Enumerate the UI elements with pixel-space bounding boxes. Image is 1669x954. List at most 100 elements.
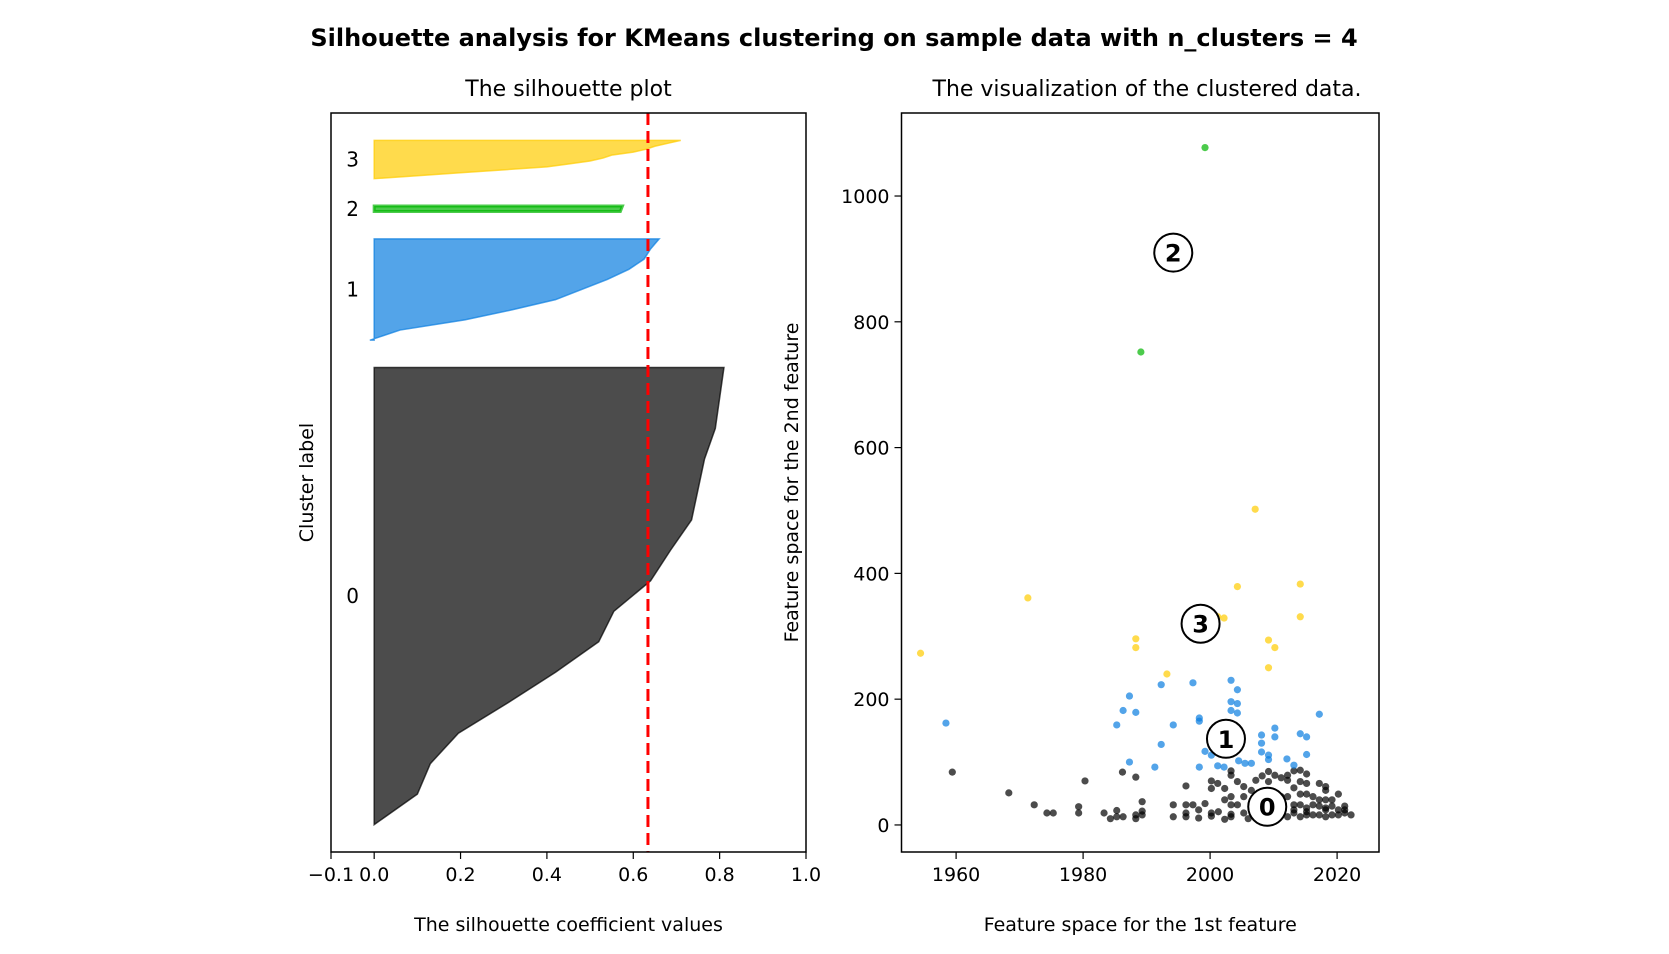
data-point-cluster-0	[1132, 773, 1140, 781]
data-point-cluster-0	[1195, 806, 1203, 814]
data-point-cluster-3	[1251, 505, 1259, 513]
data-point-cluster-0	[1221, 784, 1229, 793]
x-tick-label: 2000	[1186, 864, 1234, 886]
data-point-cluster-0	[1113, 813, 1121, 821]
cluster-label-3: 3	[346, 148, 359, 172]
data-point-cluster-0	[1233, 801, 1242, 809]
data-point-cluster-1	[1233, 709, 1242, 717]
data-point-cluster-0	[1303, 808, 1311, 816]
data-point-cluster-1	[1233, 686, 1242, 694]
data-point-cluster-2	[1137, 348, 1145, 356]
data-point-cluster-1	[1235, 757, 1243, 765]
x-tick-label: 2020	[1313, 864, 1361, 886]
data-point-cluster-0	[1169, 813, 1177, 821]
data-point-cluster-1	[1227, 676, 1235, 684]
data-point-cluster-0	[1334, 806, 1342, 814]
data-point-cluster-1	[1257, 739, 1266, 747]
data-point-cluster-1	[1151, 763, 1159, 771]
data-point-cluster-0	[1277, 774, 1285, 782]
data-point-cluster-0	[1290, 767, 1298, 775]
x-tick-label: 1960	[932, 864, 980, 886]
data-point-cluster-1	[1303, 733, 1311, 741]
data-point-cluster-0	[1182, 801, 1190, 809]
data-point-cluster-0	[1169, 801, 1177, 809]
data-point-cluster-0	[1309, 801, 1317, 809]
scatter-plot-title: The visualization of the clustered data.	[932, 77, 1362, 102]
data-point-cluster-0	[1119, 813, 1127, 821]
data-point-cluster-0	[1322, 806, 1330, 814]
data-point-cluster-3	[1271, 643, 1279, 652]
data-point-cluster-1	[1315, 710, 1323, 718]
cluster-center-label: 1	[1218, 726, 1235, 754]
y-axis-label: Feature space for the 2nd feature	[781, 323, 803, 643]
y-tick-label: 1000	[841, 186, 889, 208]
cluster-center-label: 0	[1259, 794, 1276, 822]
data-point-cluster-0	[1283, 771, 1292, 779]
x-tick-label: −0.1	[308, 864, 354, 886]
silhouette-cluster-0	[373, 366, 725, 827]
data-point-cluster-1	[1125, 692, 1134, 700]
data-point-cluster-3	[1264, 636, 1273, 644]
data-point-cluster-0	[1264, 767, 1273, 776]
x-tick-label: 0.8	[705, 864, 735, 886]
y-tick-label: 400	[853, 563, 889, 585]
data-point-cluster-1	[1220, 763, 1228, 771]
data-point-cluster-0	[1075, 809, 1083, 817]
data-point-cluster-0	[1201, 799, 1209, 808]
data-point-cluster-1	[1157, 740, 1165, 749]
data-point-cluster-1	[1132, 708, 1140, 716]
cluster-center-marker	[1205, 718, 1246, 759]
cluster-center-label: 2	[1165, 240, 1182, 268]
x-axis-label: The silhouette coefficient values	[413, 914, 723, 936]
data-point-cluster-0	[1240, 809, 1248, 817]
data-point-cluster-3	[1024, 594, 1032, 602]
data-point-cluster-0	[1309, 811, 1317, 819]
data-point-cluster-0	[1334, 811, 1342, 819]
data-point-cluster-0	[1189, 801, 1197, 809]
data-point-cluster-0	[1106, 815, 1115, 823]
data-point-cluster-0	[1221, 815, 1229, 823]
data-point-cluster-0	[1138, 798, 1146, 806]
data-point-cluster-0	[1315, 811, 1323, 819]
data-point-cluster-0	[1207, 812, 1215, 820]
data-point-cluster-0	[1283, 813, 1292, 821]
cluster-center-marker	[1247, 786, 1288, 827]
data-point-cluster-0	[1296, 813, 1304, 821]
data-point-cluster-1	[1169, 721, 1177, 729]
data-point-cluster-1	[1247, 759, 1255, 767]
data-point-cluster-0	[1271, 771, 1279, 779]
silhouette-cluster-2	[372, 204, 625, 214]
data-point-cluster-3	[1264, 664, 1273, 672]
data-point-cluster-0	[1296, 801, 1304, 809]
data-point-cluster-3	[1296, 580, 1304, 588]
data-point-cluster-0	[1113, 806, 1121, 815]
data-point-cluster-1	[1214, 762, 1222, 770]
y-tick-label: 0	[877, 815, 889, 837]
data-point-cluster-0	[1283, 776, 1292, 784]
data-point-cluster-0	[1283, 793, 1292, 801]
data-point-cluster-0	[1328, 802, 1336, 810]
data-point-cluster-1	[1157, 681, 1165, 689]
data-point-cluster-0	[1328, 796, 1336, 804]
data-point-cluster-0	[1195, 814, 1203, 822]
cluster-center-marker	[1153, 232, 1194, 273]
data-point-cluster-0	[1043, 809, 1051, 817]
x-tick-label: 1980	[1059, 864, 1107, 886]
data-point-cluster-0	[948, 768, 956, 776]
data-point-cluster-0	[1118, 768, 1127, 776]
cluster-center-marker	[1180, 603, 1221, 644]
y-tick-label: 800	[853, 312, 889, 334]
data-point-cluster-0	[1328, 811, 1336, 819]
data-point-cluster-0	[1240, 782, 1248, 791]
axes-frame	[330, 112, 807, 853]
data-point-cluster-1	[1113, 721, 1121, 729]
data-point-cluster-1	[1283, 755, 1291, 763]
data-point-cluster-1	[1271, 733, 1279, 741]
data-point-cluster-1	[1271, 724, 1279, 732]
data-point-cluster-0	[1030, 801, 1038, 809]
data-point-cluster-0	[1075, 803, 1083, 811]
data-point-cluster-0	[1322, 813, 1330, 821]
data-point-cluster-0	[1264, 777, 1273, 786]
data-point-cluster-0	[1303, 779, 1311, 788]
data-point-cluster-0	[1315, 802, 1323, 810]
